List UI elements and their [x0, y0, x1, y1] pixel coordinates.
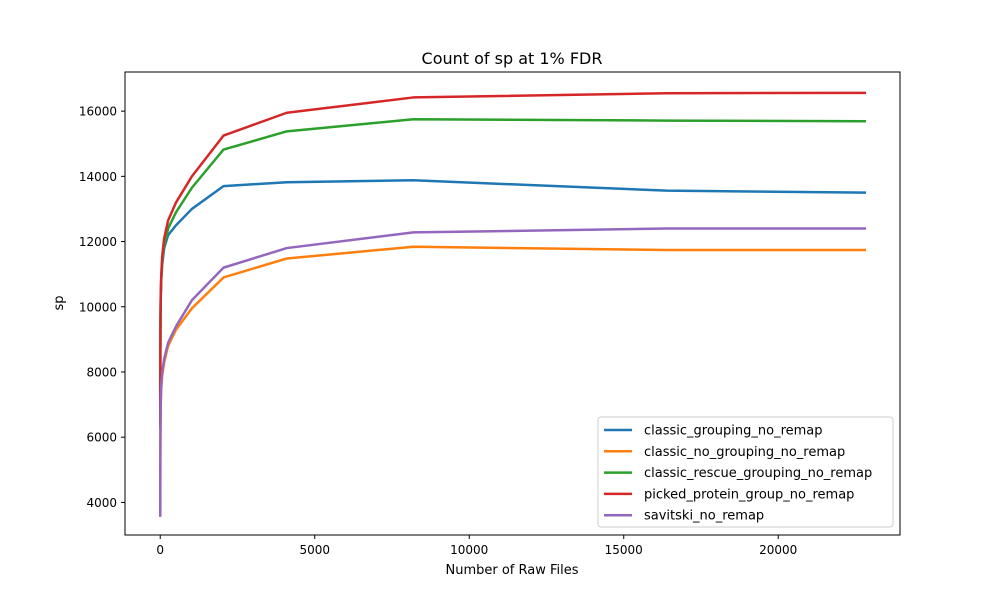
x-axis-label: Number of Raw Files [445, 563, 578, 578]
legend-label: classic_grouping_no_remap [644, 424, 823, 439]
y-tick-label: 16000 [79, 105, 117, 119]
x-tick-label: 5000 [299, 543, 330, 557]
legend: classic_grouping_no_remap classic_no_grou… [597, 416, 894, 528]
x-tick-label: 15000 [605, 543, 643, 557]
y-tick-label: 12000 [79, 235, 117, 249]
y-tick-label: 14000 [79, 170, 117, 184]
y-tick-label: 4000 [86, 496, 117, 510]
y-tick-label: 8000 [86, 365, 117, 379]
legend-box [597, 416, 894, 528]
plot-frame [124, 71, 901, 536]
chart-title: Count of sp at 1% FDR [422, 49, 603, 68]
series-line-picked_protein_group_no_remap [159, 91, 867, 426]
legend-label: classic_rescue_grouping_no_remap [644, 466, 872, 481]
x-tick-label: 10000 [450, 543, 488, 557]
x-tick-label: 0 [156, 543, 164, 557]
series-layer [159, 91, 867, 517]
y-axis-label: sp [52, 295, 67, 310]
y-tick-label: 6000 [86, 431, 117, 445]
x-tick-label: 20000 [759, 543, 797, 557]
y-axis-ticks: 4000 6000 8000 10000 12000 14000 16000 [79, 105, 125, 510]
legend-label: picked_protein_group_no_remap [644, 487, 854, 502]
series-line-savitski_no_remap [159, 227, 867, 517]
legend-label: classic_no_grouping_no_remap [644, 445, 845, 460]
y-tick-label: 10000 [79, 300, 117, 314]
legend-label: savitski_no_remap [644, 509, 764, 524]
x-axis-ticks: 0 5000 10000 15000 20000 [156, 535, 797, 557]
